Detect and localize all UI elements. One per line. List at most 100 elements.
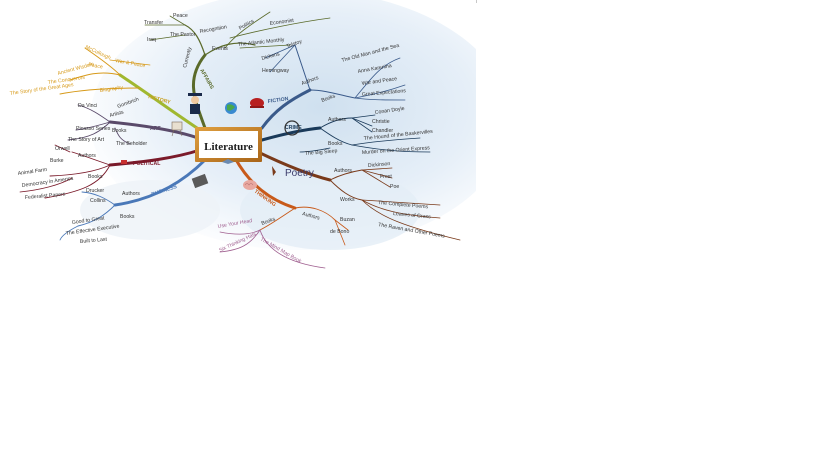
node-federalist-papers: Federalist Papers [25, 191, 66, 201]
node-art-authors: Artists [109, 109, 125, 119]
branch-line [109, 59, 151, 66]
branch-line [361, 199, 461, 241]
flag-icon [121, 160, 127, 164]
branch-line [294, 44, 311, 91]
branch-art: Gombrich Artists Da Vinci Picasso Series… [67, 97, 200, 147]
branch-line [260, 88, 312, 130]
branch-line [334, 219, 349, 231]
branch-title-fiction: FICTION [267, 96, 289, 105]
branch-line [259, 229, 326, 269]
node-thinking-authors: Authors [301, 211, 320, 222]
node-iraq: Iraq [147, 37, 156, 43]
node-the-conquerors: The Conquerors [47, 75, 85, 86]
node-leaves-of-grass: Leaves of Grass [393, 211, 432, 220]
central-panel [199, 131, 258, 158]
branch-line [84, 47, 121, 76]
node-orwell: Orwell [55, 146, 70, 152]
branch-line [44, 164, 111, 199]
branch-line [229, 17, 331, 39]
branch-line [49, 164, 111, 177]
node-complete-poems: The Complete Poems [378, 200, 429, 210]
branch-line [351, 137, 421, 146]
branch-title-history: HISTORY [147, 94, 171, 106]
node-events: Events [212, 46, 228, 52]
node-da-vinci: Da Vinci [78, 103, 97, 109]
mind-map-canvas: Transfer Peace Iraq The Pastor Events Re… [0, 0, 476, 277]
node-transfer: Transfer [144, 20, 163, 26]
canvas-edge-marker [476, 0, 477, 3]
node-use-your-head: Use Your Head [217, 218, 253, 230]
cloud-shape [80, 180, 220, 240]
node-crime-books: Books [328, 141, 343, 147]
node-hemingway: Hemingway [262, 68, 290, 74]
node-dickinson: Dickinson [368, 161, 391, 169]
branch-line [361, 199, 441, 206]
node-anna-karenina: Anna Karenina [357, 63, 392, 75]
node-tolstoy: Tolstoy [286, 39, 304, 50]
magnifier-icon [284, 120, 300, 136]
branch-title-political: POLITICAL [133, 161, 161, 167]
node-the-pastor: The Pastor [170, 32, 196, 38]
node-fiction-books: Books [321, 93, 337, 104]
node-conan-doyle: Conan Doyle [374, 106, 405, 116]
branch-business: Authors Drucker Collins Books Good to Gr… [59, 158, 209, 245]
node-built-to-last: Built to Last [80, 237, 108, 245]
node-business-books: Books [120, 214, 135, 220]
branch-line [299, 147, 331, 153]
node-war-and-peace: War and Peace [361, 76, 397, 87]
branch-line [59, 225, 79, 241]
node-chandler: Chandler [372, 128, 393, 134]
branch-line [319, 127, 353, 146]
hat-icon [250, 98, 264, 108]
branch-line [354, 97, 406, 101]
branch-line [269, 44, 296, 73]
open-book-icon [222, 159, 234, 164]
node-picasso: Picasso Series [76, 126, 111, 132]
branch-line [108, 148, 202, 167]
branch-line [75, 121, 111, 131]
central-topic-label: Literature [204, 141, 253, 153]
branch-title-poetry: Poetry [285, 168, 314, 179]
node-beholder: The Beholder [116, 141, 147, 147]
branch-line [334, 219, 346, 246]
node-de-bono: de Bono [330, 229, 349, 235]
quill-icon [272, 166, 276, 176]
node-big-sleep: The Big Sleep [305, 148, 338, 157]
node-drucker: Drucker [86, 188, 104, 194]
branch-line [264, 44, 296, 59]
node-art-books: Books [112, 128, 127, 134]
node-atlantic-monthly: The Atlantic Monthly [238, 37, 285, 48]
node-biography: Biography [99, 85, 123, 94]
node-christie: Christie [372, 119, 390, 125]
node-story-of-art: The Story of Art [68, 137, 105, 143]
branch-line [54, 144, 71, 153]
branch-line [259, 207, 296, 231]
branch-line [294, 206, 336, 221]
branch-line [71, 151, 111, 166]
node-war-peace: War & Peace [115, 58, 146, 69]
branch-line [77, 204, 116, 227]
node-political-books: Books [88, 174, 103, 180]
branch-line [67, 121, 111, 141]
branch-title-art: ART [150, 126, 161, 132]
branch-line [260, 126, 322, 142]
briefcase-icon [191, 173, 209, 189]
brain-icon [243, 180, 257, 190]
branch-line [351, 144, 431, 153]
node-great-expectations: Great Expectations [362, 88, 407, 98]
node-thinking-books: Books [261, 216, 277, 227]
node-economist: Economist [269, 18, 294, 27]
branch-line [354, 57, 401, 99]
node-good-to-great: Good to Great [71, 215, 105, 226]
branch-line [118, 73, 202, 132]
branch-line [69, 72, 121, 81]
branch-line [233, 156, 297, 210]
branch-line [354, 84, 406, 99]
branch-line [309, 89, 356, 99]
central-topic[interactable]: Literature [195, 127, 262, 164]
branch-line [114, 127, 131, 145]
mind-map-diagram: Transfer Peace Iraq The Pastor Events Re… [0, 0, 476, 277]
branch-line [149, 34, 186, 41]
node-business-authors: Authors [122, 191, 140, 197]
branch-history: McCullough Peace War & Peace The Conquer… [9, 44, 202, 132]
